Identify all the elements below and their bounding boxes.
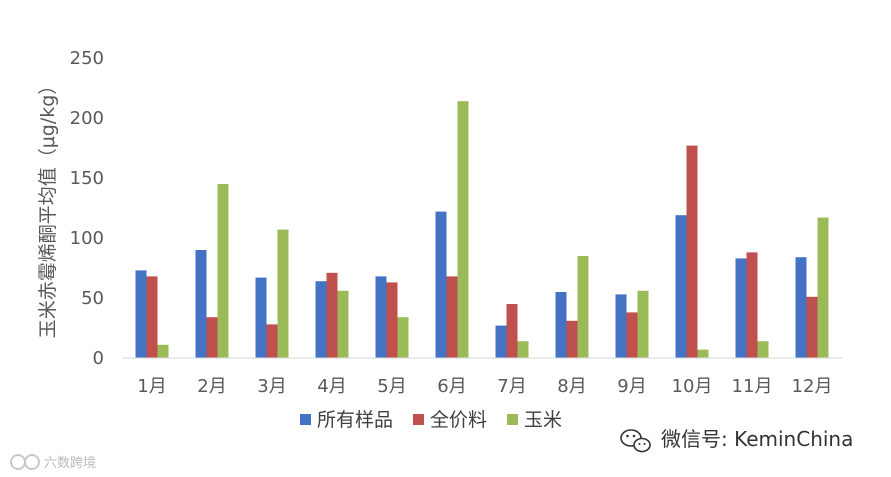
bar-1-1 — [135, 270, 147, 358]
bar-1-9 — [615, 294, 627, 358]
bar-2-7 — [506, 304, 518, 358]
bar-1-8 — [555, 292, 567, 358]
bar-2-4 — [326, 272, 338, 358]
x-tick-label: 6月 — [437, 376, 466, 397]
y-tick-label: 200 — [70, 108, 104, 129]
bar-2-10 — [686, 145, 698, 358]
corner-logo: 六数跨境 — [10, 454, 96, 471]
y-tick-label: 150 — [70, 168, 104, 189]
y-tick-label: 250 — [70, 48, 104, 69]
x-tick-label: 1月 — [137, 376, 166, 397]
x-tick-label: 10月 — [672, 376, 713, 397]
bar-2-1 — [146, 276, 158, 358]
x-tick-label: 7月 — [497, 376, 526, 397]
bar-1-7 — [495, 325, 507, 358]
wechat-watermark: 微信号: KeminChina — [620, 427, 853, 453]
bar-3-8 — [577, 256, 589, 358]
legend-label: 所有样品 — [317, 409, 393, 431]
bar-2-2 — [206, 317, 218, 358]
bar-3-10 — [697, 349, 709, 358]
bar-3-7 — [517, 341, 529, 358]
x-tick-label: 4月 — [317, 376, 346, 397]
legend-swatch — [413, 414, 425, 425]
corner-logo-text: 六数跨境 — [44, 456, 96, 471]
bar-2-5 — [386, 282, 398, 358]
legend-label: 玉米 — [524, 409, 562, 431]
bar-1-2 — [195, 250, 207, 358]
y-axis-label: 玉米赤霉烯酮平均值（μg/kg） — [37, 76, 59, 339]
x-tick-label: 8月 — [557, 376, 586, 397]
bar-3-9 — [637, 290, 649, 358]
wechat-icon — [620, 429, 651, 453]
bar-2-8 — [566, 320, 578, 358]
bar-1-4 — [315, 281, 327, 358]
watermark-text: 微信号: KeminChina — [661, 427, 853, 451]
bar-1-5 — [375, 276, 387, 358]
bar-3-11 — [757, 341, 769, 358]
bar-1-10 — [675, 215, 687, 358]
bar-3-6 — [457, 101, 469, 358]
x-tick-label: 2月 — [197, 376, 226, 397]
bar-3-5 — [397, 317, 409, 358]
x-tick-label: 11月 — [732, 376, 773, 397]
bar-3-12 — [817, 217, 829, 358]
bar-1-3 — [255, 277, 267, 358]
bar-1-11 — [735, 258, 747, 358]
bar-2-11 — [746, 252, 758, 358]
bar-1-12 — [795, 257, 807, 358]
logo-mark — [10, 454, 40, 470]
legend-swatch — [300, 414, 311, 425]
x-tick-label: 3月 — [257, 376, 286, 397]
x-tick-label: 12月 — [792, 376, 833, 397]
bar-3-3 — [277, 229, 289, 358]
legend-label: 全价料 — [430, 409, 487, 431]
y-tick-label: 0 — [93, 348, 104, 369]
y-tick-label: 50 — [81, 288, 104, 309]
x-tick-label: 9月 — [617, 376, 646, 397]
bar-2-9 — [626, 312, 638, 358]
bar-3-4 — [337, 290, 349, 358]
bar-1-6 — [435, 211, 447, 358]
bar-2-6 — [446, 276, 458, 358]
x-tick-label: 5月 — [377, 376, 406, 397]
bar-3-1 — [157, 344, 169, 358]
legend-swatch — [507, 414, 519, 425]
bar-2-3 — [266, 324, 278, 358]
bar-2-12 — [806, 296, 818, 358]
y-tick-label: 100 — [70, 228, 104, 249]
bar-3-2 — [217, 184, 229, 358]
